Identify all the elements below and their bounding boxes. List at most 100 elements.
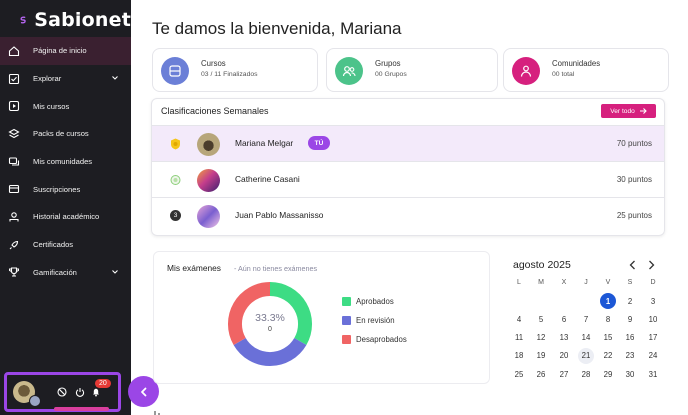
sidebar-item-home[interactable]: Página de inicio <box>0 37 131 65</box>
calendar-next-button[interactable] <box>646 259 656 271</box>
stat-card-groups[interactable]: Grupos 00 Grupos <box>326 48 498 92</box>
bell-icon[interactable] <box>87 383 105 401</box>
calendar-day[interactable]: 18 <box>514 351 524 361</box>
block-icon[interactable] <box>53 383 71 401</box>
graduation-icon <box>8 211 20 223</box>
calendar-day[interactable]: 7 <box>583 314 589 324</box>
legend-review: En revisión <box>342 316 395 325</box>
calendar-day[interactable]: 11 <box>514 333 524 343</box>
stat-title: Cursos <box>201 59 226 68</box>
calendar-day[interactable]: 29 <box>603 369 613 379</box>
donut-segment-approved <box>270 282 313 345</box>
sidebar: Sabionet Página de inicio Explorar Mis cur… <box>0 0 131 415</box>
calendar-weekday: M <box>538 279 544 286</box>
calendar-day[interactable]: 14 <box>581 333 591 343</box>
ranking-row-2[interactable]: Catherine Casani 30 puntos <box>152 161 664 197</box>
sabionet-logo-icon <box>20 16 26 24</box>
calendar-day[interactable]: 22 <box>603 351 613 361</box>
avatar <box>197 205 220 228</box>
sidebar-item-play-square[interactable]: Mis cursos <box>0 92 131 120</box>
chevron-down-icon[interactable] <box>111 268 119 276</box>
calendar-day[interactable]: 12 <box>536 333 546 343</box>
ranking-name: Mariana Melgar <box>235 138 294 148</box>
stat-title: Grupos <box>375 59 401 68</box>
calendar-day[interactable]: 26 <box>536 369 546 379</box>
ranking-name: Juan Pablo Massanisso <box>235 210 324 220</box>
calendar-day[interactable]: 1 <box>600 293 616 309</box>
calendar-prev-button[interactable] <box>627 259 637 271</box>
ranking-name: Catherine Casani <box>235 174 300 184</box>
calendar-day[interactable]: 9 <box>627 314 633 324</box>
calendar-day[interactable]: 8 <box>605 314 611 324</box>
sidebar-item-label: Historial académico <box>33 212 100 222</box>
sidebar-item-label: Suscripciones <box>33 184 81 194</box>
notification-badge: 20 <box>95 379 111 388</box>
legend-label: En revisión <box>356 316 395 325</box>
calendar-day[interactable]: 24 <box>648 351 658 361</box>
calendar-day[interactable]: 10 <box>648 314 658 324</box>
page-title: Te damos la bienvenida, Mariana <box>152 19 402 38</box>
calendar-day[interactable]: 25 <box>514 369 524 379</box>
courses-icon <box>161 57 189 85</box>
sidebar-item-label: Certificados <box>33 240 74 250</box>
calendar-day[interactable]: 5 <box>538 314 544 324</box>
sidebar-item-label: Gamificación <box>33 267 77 277</box>
sidebar-item-trophy[interactable]: Gamificación <box>0 259 131 287</box>
avatar-status-icon <box>29 395 41 407</box>
stat-card-communities[interactable]: Comunidades 00 total <box>503 48 669 92</box>
power-icon[interactable] <box>71 383 89 401</box>
calendar-day[interactable]: 17 <box>648 333 658 343</box>
user-panel: 20 <box>4 372 121 412</box>
sidebar-item-rocket[interactable]: Certificados <box>0 231 131 259</box>
calendar-day[interactable]: 4 <box>516 314 522 324</box>
calendar-day[interactable]: 2 <box>627 296 633 306</box>
calendar-day[interactable]: 28 <box>581 369 591 379</box>
ranking-points: 25 puntos <box>616 211 652 220</box>
legend-swatch <box>342 335 351 344</box>
calendar-day[interactable]: 30 <box>625 369 635 379</box>
chevron-down-icon[interactable] <box>111 74 119 82</box>
legend-label: Aprobados <box>356 297 394 306</box>
sidebar-item-label: Página de inicio <box>33 46 87 56</box>
ranking-row-1[interactable]: Mariana Melgar TÚ 70 puntos <box>152 125 664 161</box>
calendar-day[interactable]: 15 <box>603 333 613 343</box>
legend-swatch <box>342 316 351 325</box>
layers-icon <box>8 128 20 140</box>
calendar-day[interactable]: 3 <box>650 296 656 306</box>
calendar-day[interactable]: 19 <box>536 351 546 361</box>
calendar-day[interactable]: 21 <box>578 347 594 364</box>
see-all-button[interactable]: Ver todo <box>601 104 656 118</box>
see-all-label: Ver todo <box>610 107 635 115</box>
rocket-icon <box>8 239 20 251</box>
stat-title: Comunidades <box>552 59 601 68</box>
sidebar-item-card[interactable]: Suscripciones <box>0 175 131 203</box>
calendar-day[interactable]: 16 <box>625 333 635 343</box>
arrow-right-icon <box>639 108 647 114</box>
exams-donut-chart <box>227 282 313 367</box>
avatar <box>197 169 220 192</box>
sidebar-item-layers[interactable]: Packs de cursos <box>0 120 131 148</box>
calendar-day[interactable]: 23 <box>625 351 635 361</box>
calendar-day[interactable]: 6 <box>561 314 567 324</box>
stat-value: 03 / 11 Finalizados <box>201 71 258 78</box>
calendar-day[interactable]: 31 <box>648 369 658 379</box>
calendar-day[interactable]: 27 <box>559 369 569 379</box>
explore-icon <box>8 73 20 85</box>
sidebar-item-label: Mis comunidades <box>33 157 93 167</box>
stat-card-courses[interactable]: Cursos 03 / 11 Finalizados <box>152 48 318 92</box>
calendar-day[interactable]: 13 <box>559 333 569 343</box>
legend-label: Desaprobados <box>356 335 407 344</box>
communities-icon <box>512 57 540 85</box>
ranking-points: 70 puntos <box>616 139 652 148</box>
logo[interactable]: Sabionet <box>0 0 131 34</box>
sidebar-item-chat[interactable]: Mis comunidades <box>0 148 131 176</box>
sidebar-item-graduation[interactable]: Historial académico <box>0 203 131 231</box>
calendar-day[interactable]: 20 <box>559 351 569 361</box>
trophy-icon <box>8 266 20 278</box>
ranking-row-3[interactable]: 3 Juan Pablo Massanisso 25 puntos <box>152 197 664 233</box>
user-progress-bar <box>54 407 109 411</box>
app-name: Sabionet <box>34 9 131 31</box>
sidebar-item-explore[interactable]: Explorar <box>0 65 131 93</box>
calendar-month-title: agosto 2025 <box>513 259 571 271</box>
donut-percent: 33.3% <box>255 312 285 324</box>
